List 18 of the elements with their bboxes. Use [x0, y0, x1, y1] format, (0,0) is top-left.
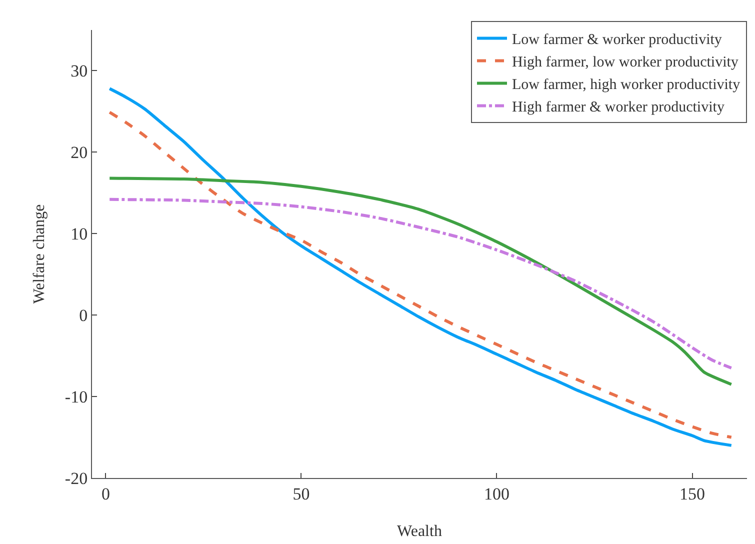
y-tick-label: -10 [64, 388, 88, 406]
x-tick-label: 50 [292, 484, 310, 504]
line-series [108, 176, 733, 386]
y-tick-label: 10 [70, 224, 88, 244]
y-tick-label: 20 [70, 143, 88, 162]
x-tick-label: 150 [680, 484, 705, 504]
y-tick-label: 30 [70, 62, 88, 81]
legend-label: Low farmer, high worker productivity [512, 77, 741, 94]
legend-label: High farmer & worker productivity [512, 100, 725, 116]
legend-label: High farmer, low worker productivity [512, 54, 739, 71]
x-axis-title: Wealth [397, 523, 442, 540]
x-tick-label: 0 [101, 484, 110, 504]
legend-label: Low farmer & worker productivity [512, 32, 722, 48]
y-tick-label: -20 [64, 468, 88, 488]
y-tick-label: 0 [79, 306, 88, 326]
y-axis-title: Welfare change [30, 204, 48, 304]
x-tick-label: 100 [484, 484, 510, 504]
line-series [108, 198, 733, 370]
